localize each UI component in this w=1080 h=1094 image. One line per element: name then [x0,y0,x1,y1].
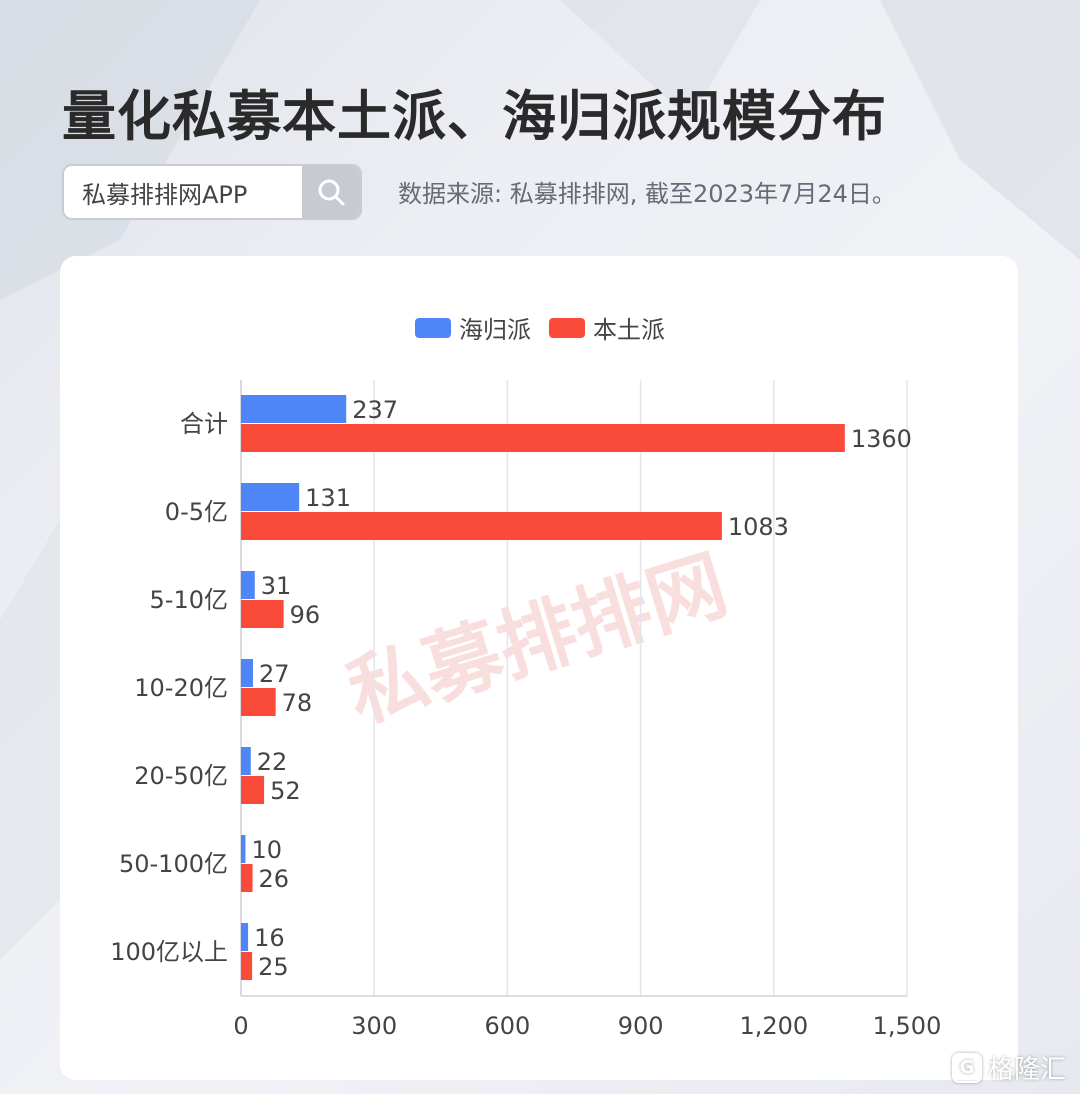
y-category-label: 5-10亿 [150,586,228,614]
x-tick-label: 900 [618,1012,664,1040]
page-title: 量化私募本土派、海归派规模分布 [62,85,887,148]
y-category-label: 20-50亿 [134,762,228,790]
y-category-label: 50-100亿 [119,850,228,878]
bar-value-label: 10 [251,836,282,864]
legend-item-series-a[interactable]: 海归派 [415,310,531,345]
search-button[interactable] [302,166,360,218]
bar-value-label: 31 [261,572,292,600]
y-category-label: 合计 [180,410,228,438]
bar-series-a [241,747,251,775]
bar-value-label: 237 [352,396,398,424]
bar-value-label: 27 [259,660,290,688]
bar-series-a [241,571,255,599]
bar-value-label: 96 [290,601,321,629]
bar-value-label: 26 [259,865,290,893]
y-category-label: 0-5亿 [165,498,228,526]
center-watermark-text: 私募排排网 [338,540,737,740]
bar-value-label: 1360 [851,425,912,453]
bar-series-a [241,483,300,511]
x-tick-label: 600 [484,1012,530,1040]
x-tick-label: 0 [233,1012,248,1040]
corner-watermark-text: 格隆汇 [987,1055,1066,1085]
bar-series-b [241,424,845,452]
bar-series-a [241,835,246,863]
bar-value-label: 52 [270,777,301,805]
bar-value-label: 78 [282,689,313,717]
legend-swatch-series-a [415,317,451,338]
data-source-note: 数据来源: 私募排排网, 截至2023年7月24日。 [398,180,896,208]
bar-series-b [241,688,276,716]
x-tick-label: 1,500 [873,1012,942,1040]
legend-label-series-b: 本土派 [593,316,665,344]
y-category-label: 100亿以上 [110,938,228,966]
chart-legend: 海归派 本土派 [0,310,1080,345]
x-tick-label: 300 [351,1012,397,1040]
y-category-label: 10-20亿 [134,674,228,702]
bar-value-label: 131 [305,484,351,512]
bar-series-b [241,952,253,980]
chart-card [60,256,1018,1080]
bar-value-label: 25 [258,953,289,981]
legend-swatch-series-b [549,317,585,338]
bar-series-b [241,864,253,892]
legend-item-series-b[interactable]: 本土派 [549,310,665,345]
corner-watermark: G 格隆汇 [951,1049,1066,1086]
bar-series-a [241,659,253,687]
bar-series-b [241,600,284,628]
bar-series-a [241,395,347,423]
gelonghui-logo-icon: G [951,1052,982,1083]
bar-value-label: 16 [254,924,285,952]
bar-series-a [241,923,249,951]
bar-value-label: 1083 [728,513,789,541]
x-tick-label: 1,200 [739,1012,808,1040]
bar-value-label: 22 [257,748,288,776]
search-text: 私募排排网APP [82,180,248,209]
search-icon [318,179,345,206]
legend-label-series-a: 海归派 [459,316,531,344]
bar-series-b [241,512,722,540]
search-box[interactable]: 私募排排网APP [62,164,362,220]
bar-series-b [241,776,265,804]
